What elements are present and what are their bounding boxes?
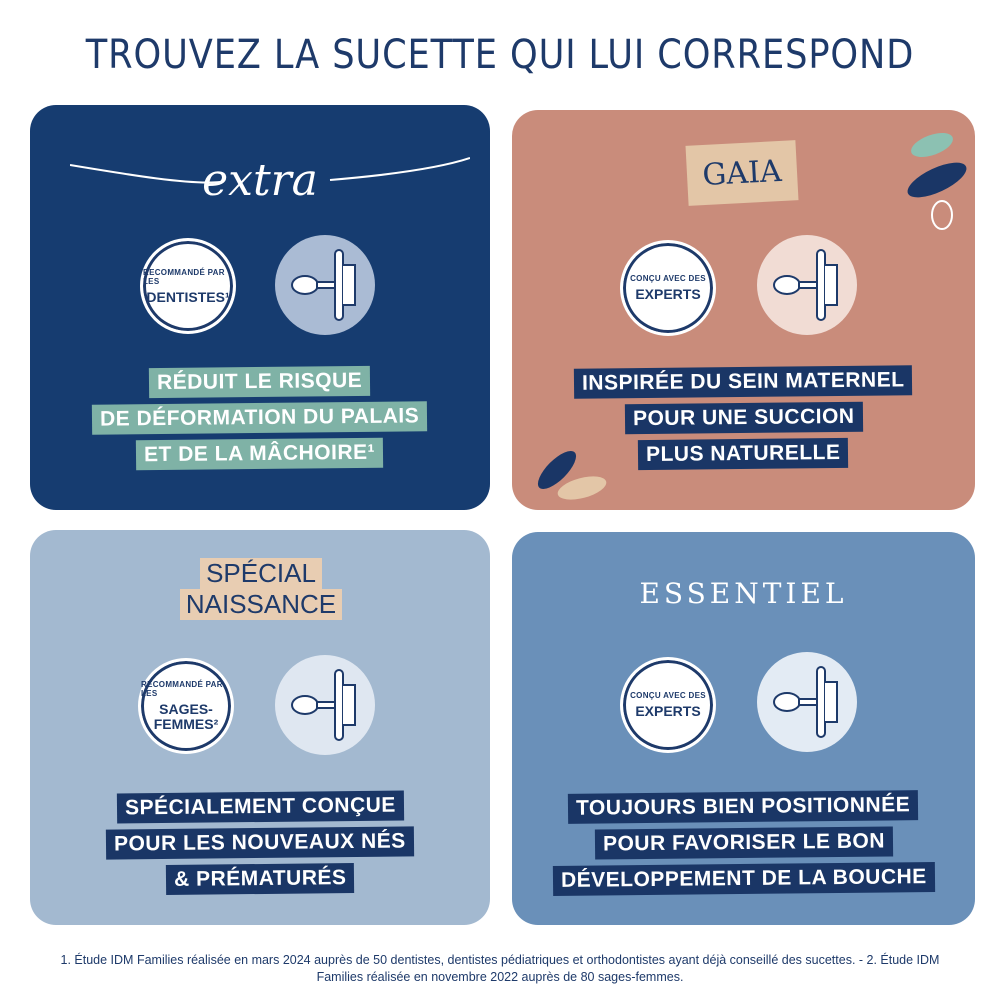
benefit-text: SPÉCIALEMENT CONÇUE POUR LES NOUVEAUX NÉS… <box>30 790 490 895</box>
benefit-text: TOUJOURS BIEN POSITIONNÉE POUR FAVORISER … <box>512 790 975 896</box>
pacifier-icon <box>275 655 375 755</box>
badge-dentistes: RECOMMANDÉ PAR LES DENTISTES¹ <box>140 238 236 334</box>
leaf-icon <box>537 450 607 500</box>
benefit-text: RÉDUIT LE RISQUE DE DÉFORMATION DU PALAIS… <box>30 365 490 471</box>
panel-special-naissance: SPÉCIAL NAISSANCE RECOMMANDÉ PAR LES SAGE… <box>30 530 490 925</box>
brand-essentiel: ESSENTIEL <box>639 577 848 610</box>
panel-essentiel: ESSENTIEL CONÇU AVEC DES EXPERTS TOUJOURS… <box>512 532 975 925</box>
pacifier-icon <box>275 235 375 335</box>
brand-special-naissance: SPÉCIAL NAISSANCE <box>170 558 352 630</box>
badge-experts: CONÇU AVEC DES EXPERTS <box>620 240 716 336</box>
benefit-text: INSPIRÉE DU SEIN MATERNEL POUR UNE SUCCIO… <box>512 365 975 471</box>
brand-extra: extra <box>202 155 318 206</box>
pacifier-icon <box>757 652 857 752</box>
panel-gaia: GAIA CONÇU AVEC DES EXPERTS INSPIRÉE DU S… <box>512 110 975 510</box>
brand-gaia: GAIA <box>685 140 799 206</box>
leaf-icon <box>907 132 967 230</box>
panel-extra: extra RECOMMANDÉ PAR LES DENTISTES¹ RÉDUI… <box>30 105 490 510</box>
footnote: 1. Étude IDM Families réalisée en mars 2… <box>60 953 940 984</box>
pacifier-icon <box>757 235 857 335</box>
page-title: TROUVEZ LA SUCETTE QUI LUI CORRESPOND <box>85 32 915 78</box>
badge-experts: CONÇU AVEC DES EXPERTS <box>620 657 716 753</box>
badge-sages-femmes: RECOMMANDÉ PAR LES SAGES-FEMMES² <box>138 658 234 754</box>
swash-decoration <box>70 157 470 184</box>
